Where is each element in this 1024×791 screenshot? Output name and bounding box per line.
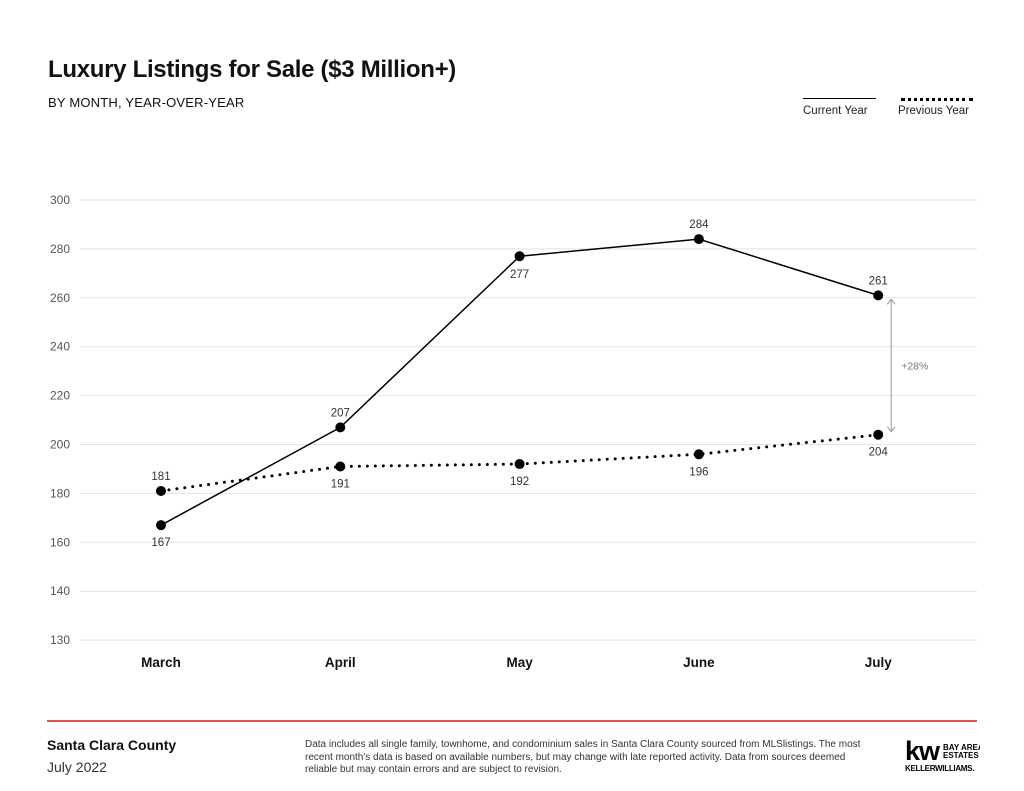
data-label-current-year-may: 277 [510, 269, 529, 281]
logo-line3: KELLERWILLIAMS. [905, 764, 974, 773]
point-previous-year-july [873, 429, 884, 440]
point-previous-year-may [514, 459, 525, 470]
point-current-year-july [873, 290, 884, 301]
legend-previous-swatch [901, 98, 973, 101]
data-label-previous-year-july: 204 [869, 447, 889, 459]
x-tick-label-july: July [865, 655, 893, 670]
y-tick-label-280: 280 [50, 242, 70, 256]
data-label-current-year-june: 284 [689, 219, 709, 231]
y-tick-label-130: 130 [50, 633, 70, 647]
y-tick-label-140: 140 [50, 584, 70, 598]
legend-current-swatch [803, 98, 876, 99]
annotation-arrowhead-top [886, 298, 896, 305]
y-tick-label-160: 160 [50, 535, 70, 549]
footer-divider [47, 720, 977, 722]
data-label-previous-year-march: 181 [151, 471, 170, 483]
point-current-year-april [335, 422, 346, 433]
y-tick-label-240: 240 [50, 340, 70, 354]
y-tick-label-300: 300 [50, 193, 70, 207]
data-label-previous-year-june: 196 [689, 466, 708, 478]
line-chart: 130 140 160 180 200 220 240 260 280 300 +28% Marc… [50, 193, 977, 670]
x-tick-label-june: June [683, 655, 715, 670]
footer-disclaimer: Data includes all single family, townhom… [305, 739, 861, 775]
data-label-current-year-july: 261 [869, 275, 888, 287]
data-label-current-year-march: 167 [151, 537, 170, 549]
data-label-previous-year-april: 191 [331, 479, 350, 491]
logo-line1: BAY AREA [943, 743, 980, 752]
annotation-layer: +28% [886, 298, 928, 433]
chart-subtitle: BY MONTH, YEAR-OVER-YEAR [48, 95, 245, 110]
data-label-current-year-april: 207 [331, 407, 350, 419]
chart-title: Luxury Listings for Sale ($3 Million+) [48, 56, 457, 83]
footer-date: July 2022 [47, 759, 107, 775]
point-previous-year-march [156, 485, 166, 496]
logo-line2: ESTATES [943, 751, 979, 760]
grid-layer: 130 140 160 180 200 220 240 260 280 300 [50, 193, 977, 647]
point-current-year-may [514, 251, 525, 262]
logo-mark: kw [905, 736, 941, 766]
y-tick-label-220: 220 [50, 389, 70, 403]
label-layer: March April May June July 167 181 207 191 277 192 2… [141, 219, 892, 670]
point-current-year-june [693, 234, 704, 245]
point-previous-year-april [335, 461, 346, 472]
y-tick-label-180: 180 [50, 486, 70, 500]
point-previous-year-june [693, 449, 704, 460]
x-tick-label-may: May [506, 655, 533, 670]
legend-current-label: Current Year [803, 105, 868, 117]
data-label-previous-year-may: 192 [510, 476, 529, 488]
x-tick-label-april: April [325, 655, 356, 670]
footer-county: Santa Clara County [47, 737, 177, 753]
annotation-arrowhead-bottom [886, 426, 896, 433]
x-tick-label-march: March [141, 655, 181, 670]
point-current-year-march [156, 520, 166, 531]
y-tick-label-200: 200 [50, 438, 70, 452]
legend-previous-label: Previous Year [898, 105, 969, 117]
annotation-label: +28% [901, 361, 928, 373]
y-tick-label-260: 260 [50, 291, 70, 305]
keller-williams-logo: kw BAY AREA ESTATES KELLERWILLIAMS. [905, 736, 980, 773]
series-layer [156, 234, 884, 531]
